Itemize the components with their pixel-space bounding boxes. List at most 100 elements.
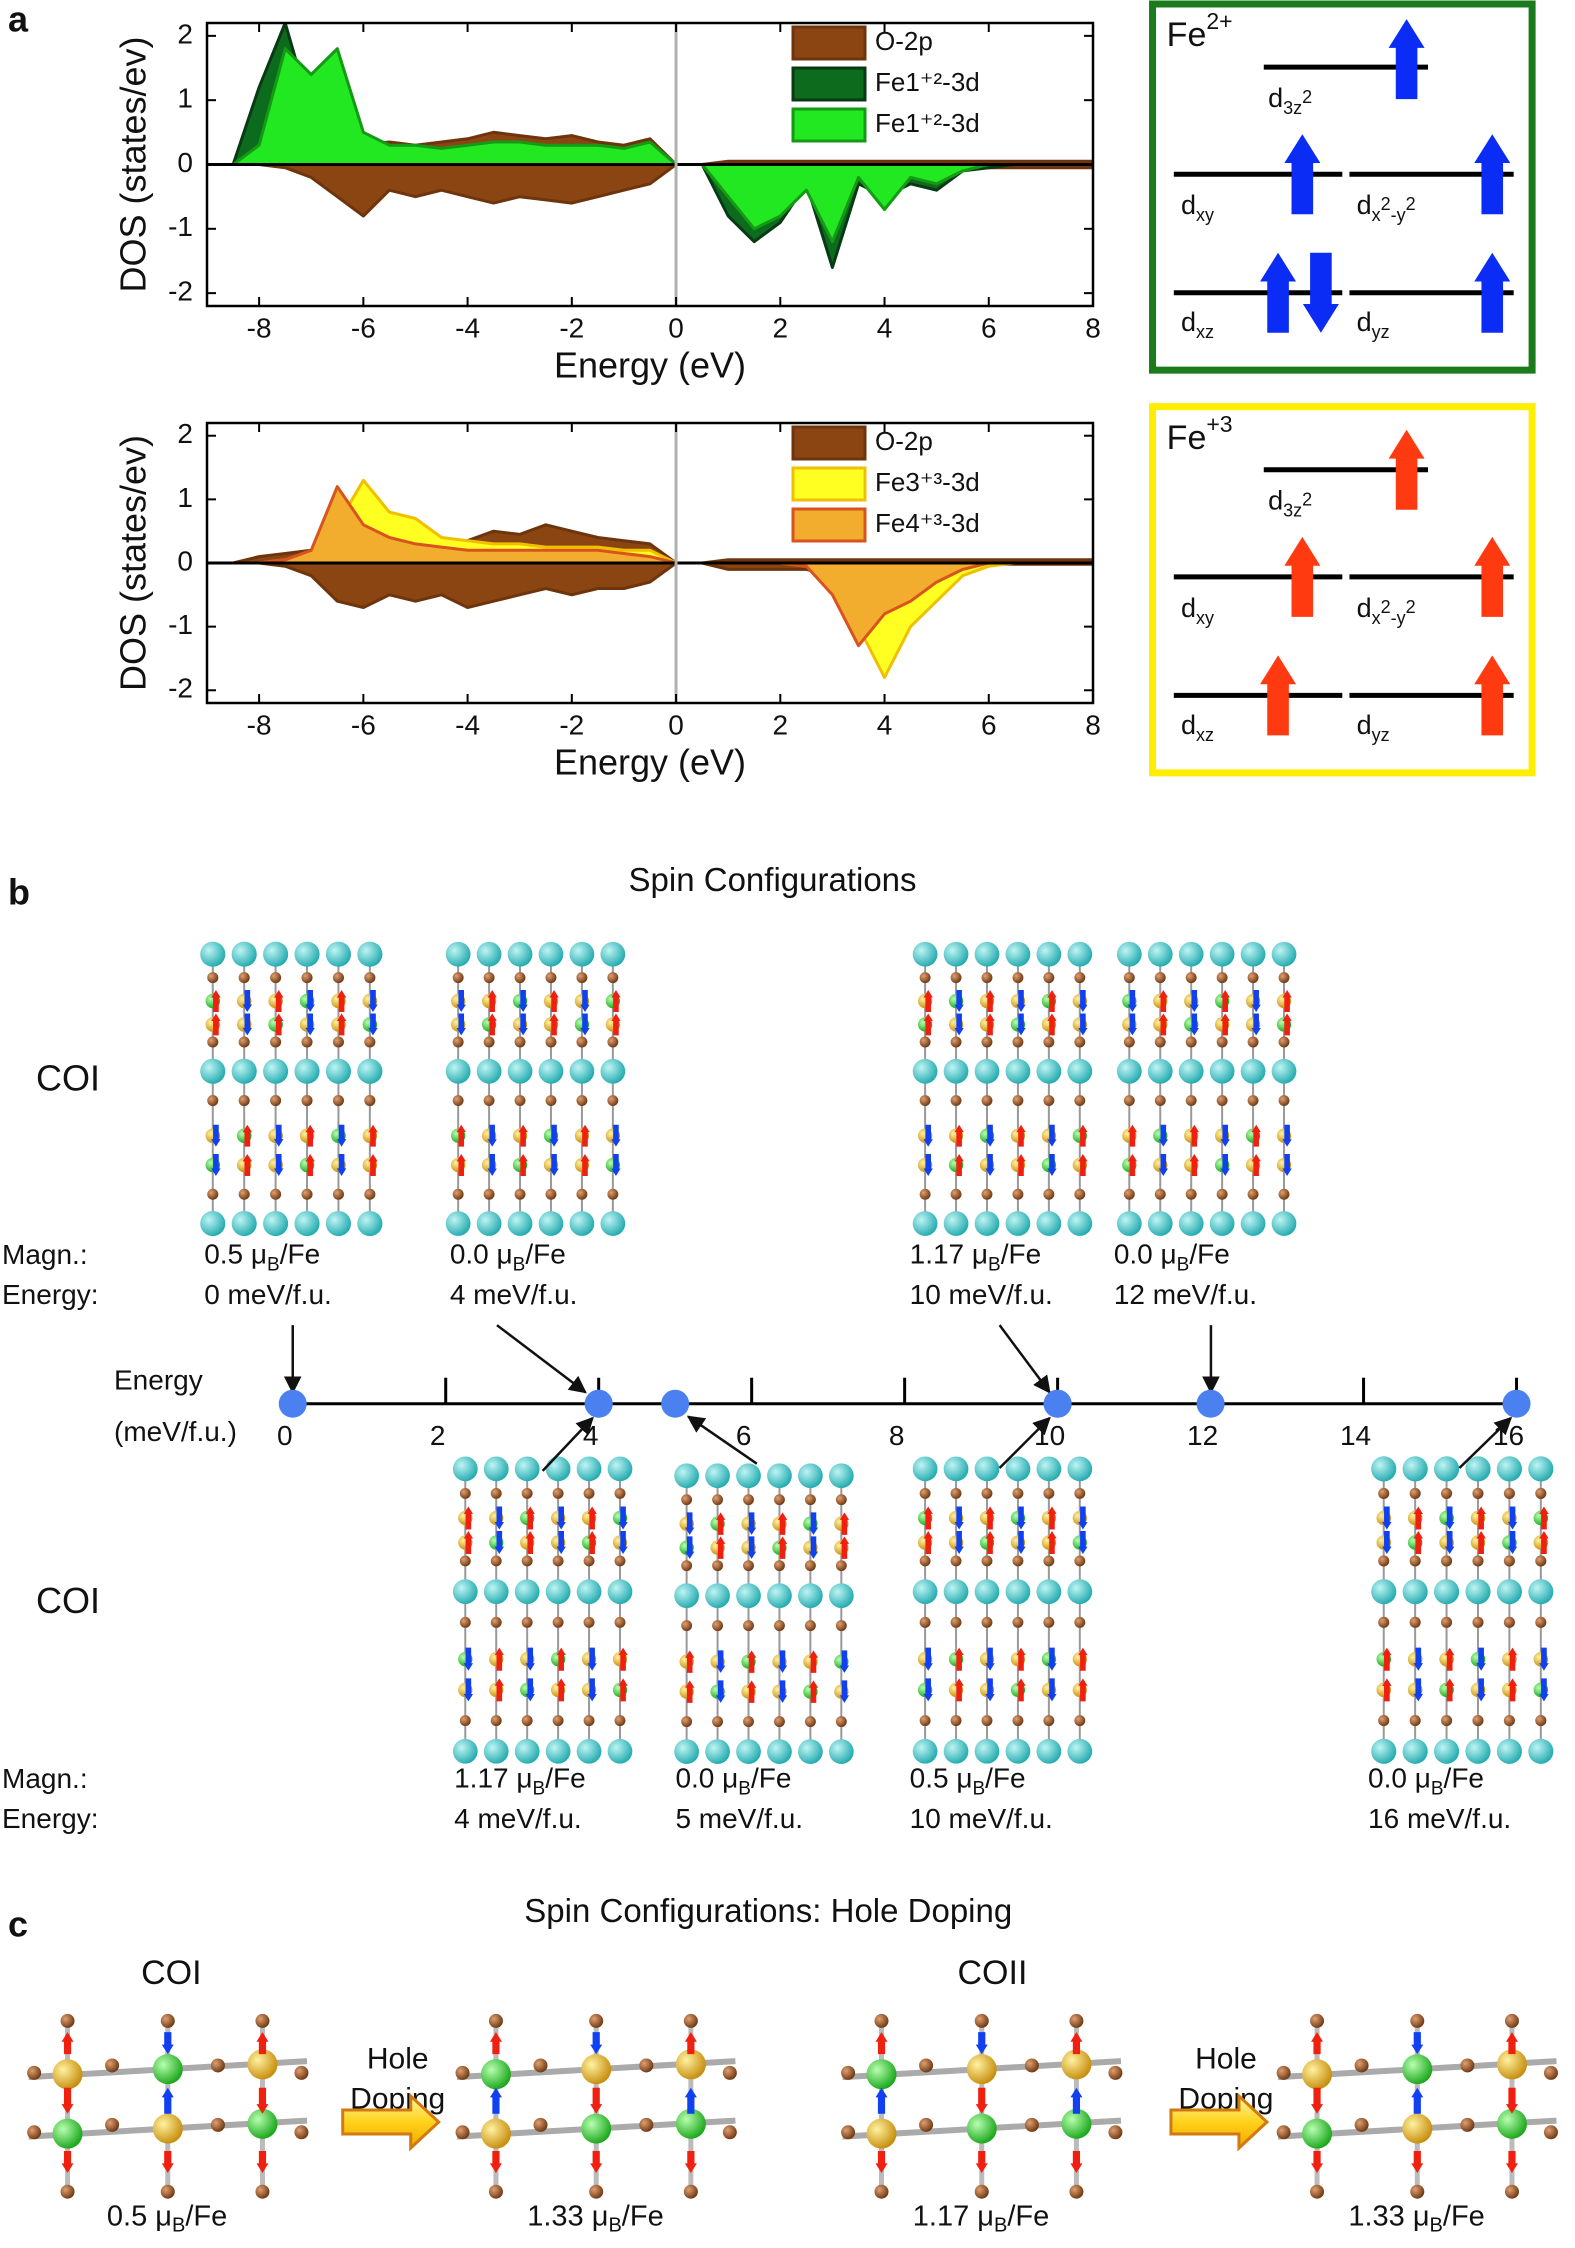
cation-atom <box>545 1738 571 1764</box>
oxygen-atom <box>521 1715 533 1727</box>
x-tick-label: -4 <box>455 312 480 343</box>
cation-atom <box>1528 1579 1554 1605</box>
y-axis-label: DOS (states/ev) <box>113 36 154 292</box>
cation-atom <box>1433 1738 1460 1764</box>
oxygen-atom <box>841 2125 856 2140</box>
spin-down-arrow <box>1411 2150 1424 2173</box>
oxygen-atom <box>1012 1715 1024 1727</box>
spin-down-arrow <box>1444 1506 1455 1530</box>
oxygen-atom <box>332 1036 344 1048</box>
energy-value-label: 5 meV/f.u. <box>675 1803 803 1834</box>
cation-atom <box>1178 941 1204 967</box>
spin-up-arrow <box>1444 1678 1455 1702</box>
oxygen-atom <box>1278 1036 1290 1048</box>
oxygen-atom <box>773 1494 785 1506</box>
oxygen-atom <box>712 1716 724 1728</box>
orbital-label: dyz <box>1357 710 1390 745</box>
oxygen-atom <box>576 1036 588 1048</box>
spin-up-arrow <box>1047 1531 1057 1555</box>
orbital-label: dxz <box>1181 307 1214 342</box>
magnetization-label: 1.33 μB/Fe <box>527 2200 663 2237</box>
oxygen-atom <box>607 1188 619 1200</box>
cation-atom <box>1005 1738 1031 1764</box>
spin-down-arrow <box>525 1678 535 1702</box>
oxygen-atom <box>1441 1555 1453 1567</box>
text-part: d <box>1268 83 1283 113</box>
spin-down-arrow <box>1311 2087 1324 2114</box>
cation-atom <box>569 1058 595 1084</box>
spin-up-arrow <box>839 1536 850 1559</box>
cation-atom <box>912 1738 938 1764</box>
spin-down-arrow <box>1220 1153 1230 1176</box>
text-part: 2 <box>1381 597 1391 617</box>
text-part: B <box>972 1779 985 1800</box>
oxygen-atom <box>490 1555 502 1567</box>
row-label: COI <box>36 1580 100 1621</box>
text-part: /Fe <box>622 2200 664 2232</box>
oxygen-atom <box>589 2184 604 2199</box>
text-part: x <box>1372 608 1381 628</box>
spin-down-arrow <box>808 1536 819 1559</box>
spin-down-arrow <box>487 1124 497 1147</box>
cation-atom <box>674 1583 700 1609</box>
section-title: Spin Configurations <box>629 861 917 898</box>
oxygen-atom <box>1074 1188 1086 1200</box>
oxygen-atom <box>981 1487 993 1499</box>
cation-atom <box>943 1738 969 1764</box>
spin-down-arrow <box>1282 1153 1292 1176</box>
oxygen-atom <box>919 2117 934 2132</box>
group-title: COI <box>141 1954 201 1992</box>
spin-down-arrow <box>61 2150 74 2173</box>
cation-atom <box>1209 1211 1235 1236</box>
cation-atom <box>483 1579 509 1605</box>
spin-down-arrow <box>1311 2150 1324 2173</box>
spin-up-arrow <box>1078 1678 1088 1702</box>
oxygen-atom <box>1409 1555 1421 1567</box>
spin-up-arrow <box>1539 1531 1549 1555</box>
cation-atom <box>200 1058 226 1084</box>
spin-up-arrow <box>1507 1647 1518 1671</box>
cation-atom <box>798 1739 823 1764</box>
oxygen-atom <box>545 1095 557 1107</box>
oxygen-atom <box>238 972 250 984</box>
spin-down-arrow <box>368 990 378 1013</box>
oxygen-atom <box>270 1188 282 1200</box>
cation-atom <box>1067 1058 1093 1084</box>
spin-up-arrow <box>1282 990 1292 1013</box>
text-part: 1.17 μ <box>913 2200 994 2232</box>
cation-atom <box>705 1463 730 1489</box>
spin-down-arrow <box>954 990 964 1013</box>
spin-up-arrow <box>1189 1153 1199 1176</box>
spin-up-arrow <box>1507 1678 1518 1702</box>
cation-atom <box>974 1456 1000 1482</box>
text-part: 3z <box>1283 500 1302 520</box>
y-tick-label: 1 <box>177 83 193 114</box>
oxygen-atom <box>1024 2058 1039 2073</box>
spin-up-arrow <box>1388 19 1425 100</box>
spin-down-arrow <box>463 1647 474 1671</box>
oxygen-atom <box>60 2013 75 2028</box>
spin-down-arrow <box>1016 1013 1026 1036</box>
iron-atom <box>1402 2113 1433 2144</box>
spin-up-arrow <box>1474 252 1511 333</box>
spin-down-arrow <box>1158 1124 1168 1147</box>
spin-up-arrow <box>487 990 497 1013</box>
spin-up-arrow <box>274 1013 284 1036</box>
spin-up-arrow <box>685 1680 695 1703</box>
oxygen-atom <box>981 1095 993 1107</box>
spin-up-arrow <box>746 1680 757 1703</box>
spin-up-arrow <box>1311 2032 1324 2055</box>
energy-point <box>1043 1389 1072 1418</box>
text-part: +3 <box>1206 411 1232 437</box>
oxygen-atom <box>804 1494 816 1506</box>
crystal-structure <box>912 1456 1093 1764</box>
spin-down-arrow <box>1413 1678 1424 1702</box>
oxygen-atom <box>1043 972 1055 984</box>
spin-up-arrow <box>923 1531 933 1555</box>
oxygen-atom <box>614 1487 626 1499</box>
magnetization-label: 1.17 μB/Fe <box>913 2200 1049 2237</box>
y-tick-label: -1 <box>168 609 193 640</box>
cation-atom <box>357 941 383 967</box>
oxygen-atom <box>919 1616 931 1628</box>
cation-atom <box>452 1738 478 1764</box>
